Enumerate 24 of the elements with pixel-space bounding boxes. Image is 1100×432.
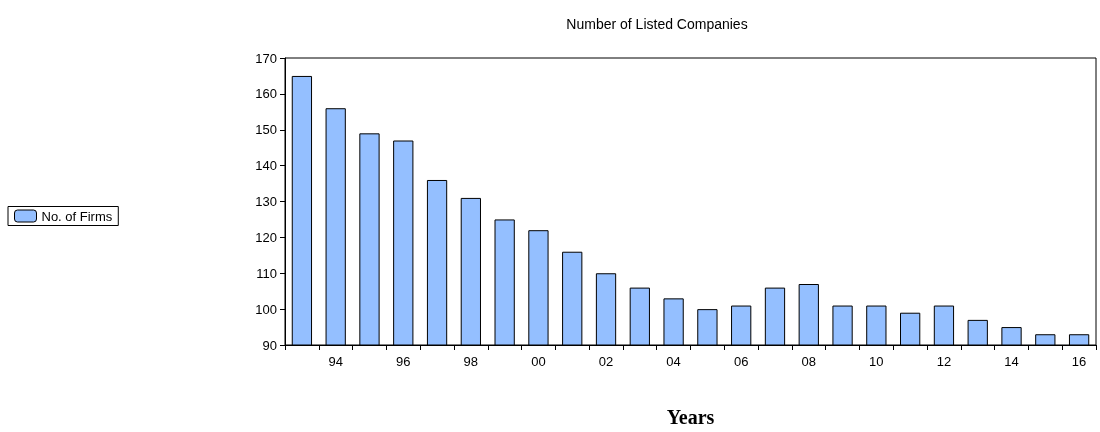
chart-title: Number of Listed Companies (566, 16, 748, 32)
x-tick-label: 16 (1071, 354, 1087, 369)
x-tick-label: 02 (598, 354, 614, 369)
x-tick-label: 12 (936, 354, 952, 369)
x-tick-label: 08 (801, 354, 817, 369)
y-tick-label: 120 (255, 229, 277, 245)
y-tick-label: 90 (262, 337, 277, 353)
y-tick-label: 140 (255, 158, 277, 174)
y-tick-label: 160 (255, 86, 277, 102)
x-tick-label: 00 (531, 354, 546, 369)
x-tick-label: 98 (463, 354, 479, 369)
y-tick-label: 110 (256, 265, 277, 281)
x-tick-label: 06 (733, 354, 749, 369)
x-tick-label: 94 (328, 354, 343, 369)
y-tick-label: 150 (255, 122, 277, 138)
y-tick-label: 130 (255, 194, 277, 209)
x-tick-label: 04 (666, 354, 681, 369)
legend-label: No. of Firms (41, 208, 113, 224)
x-tick-label: 10 (869, 354, 884, 369)
x-tick-label: 14 (1004, 354, 1019, 369)
y-tick-label: 170 (255, 50, 277, 66)
x-axis-title: Years (666, 406, 715, 428)
y-tick-label: 100 (255, 301, 277, 317)
x-tick-label: 96 (396, 354, 411, 369)
